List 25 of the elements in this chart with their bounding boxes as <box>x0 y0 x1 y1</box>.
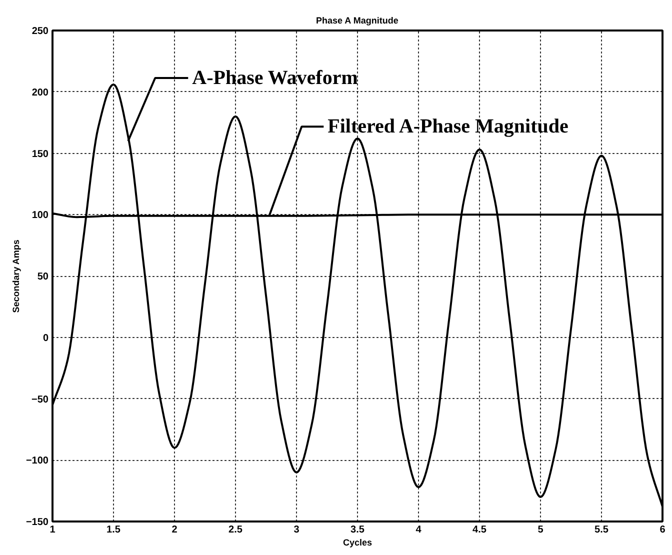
chart-title: Phase A Magnitude <box>316 16 398 26</box>
y-tick-label: −50 <box>32 394 49 406</box>
x-tick-label: 3.5 <box>350 524 365 536</box>
y-tick-label: −100 <box>26 456 49 467</box>
x-tick-label: 2.5 <box>228 524 243 536</box>
x-tick-label: 6 <box>660 524 666 536</box>
x-tick-label: 5 <box>538 524 544 536</box>
x-tick-label: 5.5 <box>594 524 609 536</box>
y-tick-label: 100 <box>32 210 49 222</box>
y-tick-label: 150 <box>32 148 49 160</box>
annotation: Filtered A-Phase Magnitude <box>328 116 569 138</box>
y-tick-label: 200 <box>32 87 49 98</box>
x-axis-title: Cycles <box>342 538 372 548</box>
x-tick-label: 1.5 <box>106 524 121 536</box>
y-tick-label: 250 <box>32 26 49 37</box>
annotation: A-Phase Waveform <box>192 66 358 89</box>
y-tick-label: −150 <box>26 517 49 528</box>
x-tick-label: 1 <box>50 524 56 536</box>
y-axis-title: Secondary Amps <box>10 240 21 313</box>
x-tick-label: 2 <box>172 524 178 536</box>
x-tick-label: 4.5 <box>472 524 487 536</box>
x-tick-label: 4 <box>416 524 422 536</box>
y-tick-label: 0 <box>42 332 49 344</box>
x-tick-label: 3 <box>294 524 300 536</box>
y-tick-label: 50 <box>37 272 49 282</box>
